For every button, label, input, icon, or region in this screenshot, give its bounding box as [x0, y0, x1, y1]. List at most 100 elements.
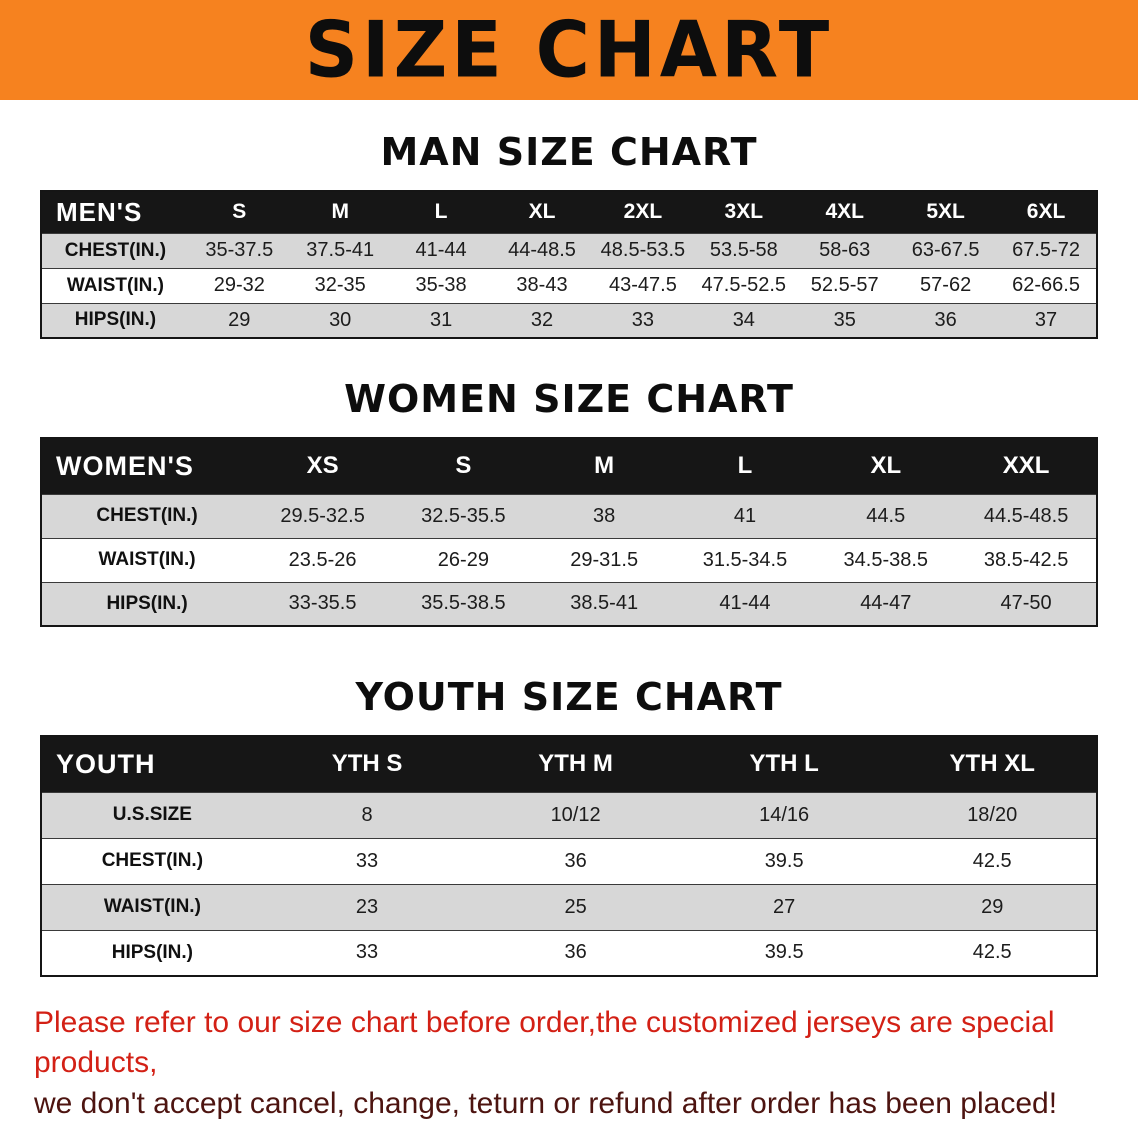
- size-header-cell: YTH XL: [888, 736, 1097, 792]
- table-header-row: MEN'S S M L XL 2XL 3XL 4XL 5XL 6XL: [41, 191, 1097, 233]
- value-cell: 44-47: [860, 592, 912, 615]
- banner: SIZE CHART: [0, 0, 1138, 100]
- row-label-cell: CHEST(IN.): [101, 850, 204, 871]
- value-cell: 47.5-52.5: [701, 274, 787, 296]
- value-cell: 30: [329, 308, 352, 331]
- size-header-cell: 5XL: [895, 191, 997, 233]
- women-size-table: WOMEN'S XS S M L XL XXL CHEST(IN.) 29.5-32.5 32.5…: [40, 437, 1098, 627]
- size-header-cell: M: [533, 438, 675, 494]
- value-cell: 32.5-35.5: [421, 504, 506, 527]
- table-row: U.S.SIZE 8 10/12 14/16 18/20: [41, 792, 1097, 838]
- value-cell: 67.5-72: [1012, 239, 1080, 261]
- value-cell: 38: [593, 504, 616, 527]
- row-label-cell: CHEST(IN.): [96, 505, 198, 526]
- row-label-cell: HIPS(IN.): [74, 309, 157, 331]
- value-cell: 33: [355, 941, 379, 964]
- value-cell: 37.5-41: [306, 239, 375, 261]
- size-header-cell: XL: [815, 438, 957, 494]
- value-cell: 33-35.5: [288, 592, 357, 615]
- value-cell: 31: [429, 308, 453, 331]
- value-cell: 42.5: [972, 941, 1012, 964]
- size-header-cell: 6XL: [996, 191, 1097, 233]
- value-cell: 35-38: [415, 274, 467, 296]
- table-header-row: WOMEN'S XS S M L XL XXL: [41, 438, 1097, 494]
- table-row: HIPS(IN.) 29 30 31 32 33 34 35 36 37: [41, 303, 1097, 338]
- value-cell: 47-50: [1000, 592, 1052, 615]
- value-cell: 8: [361, 803, 373, 826]
- value-cell: 38-43: [516, 274, 568, 296]
- value-cell: 34: [732, 308, 755, 331]
- value-cell: 33: [631, 308, 655, 331]
- value-cell: 27: [773, 895, 796, 918]
- table-title-cell: WOMEN'S: [41, 438, 253, 494]
- value-cell: 48.5-53.5: [600, 239, 686, 261]
- table-row: CHEST(IN.) 29.5-32.5 32.5-35.5 38 41 44.5 44.5…: [41, 494, 1097, 538]
- value-cell: 31.5-34.5: [702, 548, 788, 571]
- women-section: WOMEN SIZE CHART WOMEN'S XS S M L XL XXL CHEST(…: [0, 377, 1138, 627]
- youth-heading: YOUTH SIZE CHART: [355, 675, 783, 719]
- value-cell: 37: [1034, 308, 1058, 331]
- value-cell: 41: [733, 504, 757, 527]
- value-cell: 39.5: [764, 849, 804, 872]
- value-cell: 29: [981, 895, 1004, 918]
- value-cell: 36: [934, 308, 957, 331]
- value-cell: 32: [530, 308, 554, 331]
- table-title-cell: YOUTH: [41, 736, 263, 792]
- value-cell: 25: [564, 895, 587, 918]
- size-header-cell: XXL: [956, 438, 1097, 494]
- size-header-cell: 2XL: [592, 191, 694, 233]
- banner-title: SIZE CHART: [304, 4, 834, 96]
- value-cell: 38.5-42.5: [983, 548, 1069, 571]
- value-cell: 58-63: [819, 239, 871, 261]
- value-cell: 43-47.5: [608, 274, 677, 296]
- value-cell: 52.5-57: [810, 274, 879, 296]
- value-cell: 35: [833, 308, 856, 331]
- value-cell: 36: [564, 849, 587, 872]
- value-cell: 14/16: [759, 803, 810, 826]
- value-cell: 23.5-26: [288, 548, 357, 571]
- row-label-cell: HIPS(IN.): [111, 941, 194, 963]
- table-row: HIPS(IN.) 33-35.5 35.5-38.5 38.5-41 41-44 44-…: [41, 582, 1097, 626]
- size-header-cell: S: [392, 438, 534, 494]
- value-cell: 57-62: [920, 274, 972, 296]
- row-label-cell: WAIST(IN.): [98, 549, 196, 570]
- value-cell: 29: [228, 308, 251, 331]
- value-cell: 63-67.5: [911, 239, 980, 261]
- value-cell: 39.5: [764, 941, 804, 964]
- value-cell: 33: [355, 849, 379, 872]
- value-cell: 34.5-38.5: [843, 548, 929, 571]
- row-label-cell: U.S.SIZE: [112, 804, 192, 825]
- value-cell: 32-35: [314, 274, 366, 296]
- table-row: WAIST(IN.) 29-32 32-35 35-38 38-43 43-47.5 47.…: [41, 268, 1097, 303]
- value-cell: 36: [564, 941, 587, 964]
- table-row: CHEST(IN.) 35-37.5 37.5-41 41-44 44-48.5 48.5…: [41, 233, 1097, 268]
- table-row: WAIST(IN.) 23 25 27 29: [41, 884, 1097, 930]
- size-header-cell: YTH S: [262, 736, 472, 792]
- value-cell: 41-44: [415, 239, 467, 261]
- value-cell: 29-31.5: [570, 548, 639, 571]
- value-cell: 10/12: [550, 803, 601, 826]
- size-header-cell: M: [289, 191, 391, 233]
- value-cell: 18/20: [967, 803, 1018, 826]
- size-header-cell: XL: [491, 191, 593, 233]
- size-header-cell: S: [188, 191, 290, 233]
- men-size-table: MEN'S S M L XL 2XL 3XL 4XL 5XL 6XL CHEST(IN.) 35-37…: [40, 190, 1098, 339]
- value-cell: 41-44: [719, 592, 771, 615]
- row-label-cell: WAIST(IN.): [66, 274, 164, 296]
- value-cell: 35-37.5: [205, 239, 274, 261]
- youth-section: YOUTH SIZE CHART YOUTH YTH S YTH M YTH L YTH…: [0, 675, 1138, 977]
- disclaimer-line-2: we don't accept cancel, change, teturn o…: [34, 1087, 1058, 1121]
- value-cell: 35.5-38.5: [421, 592, 506, 615]
- disclaimer-line-1: Please refer to our size chart before or…: [34, 1006, 1055, 1079]
- value-cell: 38.5-41: [570, 592, 639, 615]
- value-cell: 44.5-48.5: [983, 504, 1069, 527]
- table-row: CHEST(IN.) 33 36 39.5 42.5: [41, 838, 1097, 884]
- value-cell: 29-32: [213, 274, 265, 296]
- size-header-cell: YTH L: [679, 736, 889, 792]
- size-header-cell: XS: [252, 438, 393, 494]
- value-cell: 53.5-58: [709, 239, 778, 261]
- women-heading: WOMEN SIZE CHART: [344, 377, 794, 421]
- row-label-cell: WAIST(IN.): [103, 896, 201, 917]
- table-row: WAIST(IN.) 23.5-26 26-29 29-31.5 31.5-34.5 34…: [41, 538, 1097, 582]
